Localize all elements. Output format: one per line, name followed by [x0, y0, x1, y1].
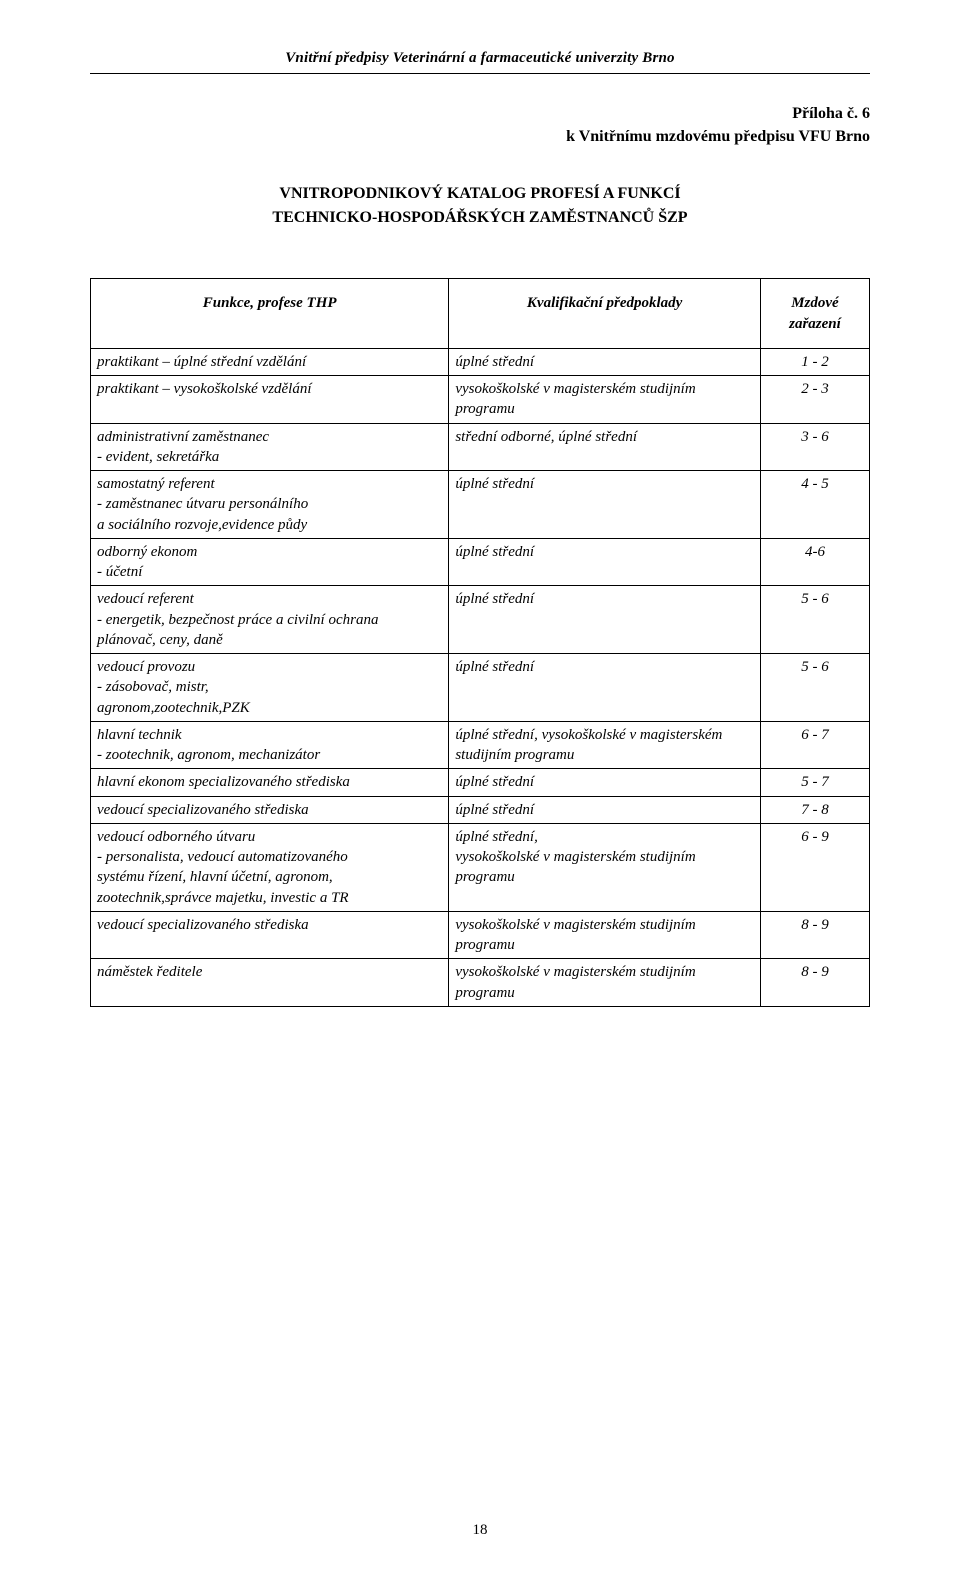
- cell-function: vedoucí specializovaného střediska: [91, 796, 449, 823]
- cell-function: hlavní technik - zootechnik, agronom, me…: [91, 721, 449, 769]
- cell-qualification: úplné střední: [449, 796, 761, 823]
- document-title: VNITROPODNIKOVÝ KATALOG PROFESÍ A FUNKCÍ…: [90, 182, 870, 230]
- annex-line-1: Příloha č. 6: [90, 102, 870, 125]
- table-row: vedoucí specializovaného střediskavysoko…: [91, 911, 870, 959]
- catalog-table: Funkce, profese THP Kvalifikační předpok…: [90, 278, 870, 1007]
- cell-qualification: vysokoškolské v magisterském studijním p…: [449, 376, 761, 424]
- cell-qualification: úplné střední: [449, 769, 761, 796]
- page: Vnitřní předpisy Veterinární a farmaceut…: [0, 0, 960, 1575]
- header-grade: Mzdové zařazení: [760, 279, 869, 349]
- cell-qualification: úplné střední: [449, 471, 761, 539]
- cell-grade: 4-6: [760, 538, 869, 586]
- cell-grade: 8 - 9: [760, 911, 869, 959]
- cell-qualification: úplné střední, vysokoškolské v magisters…: [449, 721, 761, 769]
- cell-function: vedoucí provozu - zásobovač, mistr, agro…: [91, 654, 449, 722]
- cell-qualification: úplné střední: [449, 538, 761, 586]
- cell-function: náměstek ředitele: [91, 959, 449, 1007]
- table-row: administrativní zaměstnanec - evident, s…: [91, 423, 870, 471]
- table-row: vedoucí provozu - zásobovač, mistr, agro…: [91, 654, 870, 722]
- table-row: náměstek ředitelevysokoškolské v magiste…: [91, 959, 870, 1007]
- document-title-line-2: TECHNICKO-HOSPODÁŘSKÝCH ZAMĚSTNANCŮ ŠZP: [90, 206, 870, 230]
- cell-grade: 1 - 2: [760, 348, 869, 375]
- cell-grade: 2 - 3: [760, 376, 869, 424]
- cell-function: vedoucí specializovaného střediska: [91, 911, 449, 959]
- cell-function: administrativní zaměstnanec - evident, s…: [91, 423, 449, 471]
- table-row: samostatný referent - zaměstnanec útvaru…: [91, 471, 870, 539]
- table-header-row: Funkce, profese THP Kvalifikační předpok…: [91, 279, 870, 349]
- cell-grade: 5 - 7: [760, 769, 869, 796]
- cell-function: odborný ekonom - účetní: [91, 538, 449, 586]
- table-row: praktikant – vysokoškolské vzdělánívysok…: [91, 376, 870, 424]
- header-function: Funkce, profese THP: [91, 279, 449, 349]
- cell-qualification: střední odborné, úplné střední: [449, 423, 761, 471]
- table-row: vedoucí odborného útvaru - personalista,…: [91, 823, 870, 911]
- cell-qualification: úplné střední: [449, 348, 761, 375]
- annex-block: Příloha č. 6 k Vnitřnímu mzdovému předpi…: [90, 102, 870, 148]
- annex-line-2: k Vnitřnímu mzdovému předpisu VFU Brno: [90, 125, 870, 148]
- cell-function: hlavní ekonom specializovaného střediska: [91, 769, 449, 796]
- cell-grade: 5 - 6: [760, 654, 869, 722]
- cell-qualification: vysokoškolské v magisterském studijním p…: [449, 911, 761, 959]
- cell-grade: 6 - 7: [760, 721, 869, 769]
- table-row: vedoucí specializovaného střediskaúplné …: [91, 796, 870, 823]
- table-row: odborný ekonom - účetníúplné střední4-6: [91, 538, 870, 586]
- cell-grade: 4 - 5: [760, 471, 869, 539]
- cell-function: samostatný referent - zaměstnanec útvaru…: [91, 471, 449, 539]
- cell-function: praktikant – úplné střední vzdělání: [91, 348, 449, 375]
- running-rule: [90, 73, 870, 74]
- document-title-line-1: VNITROPODNIKOVÝ KATALOG PROFESÍ A FUNKCÍ: [90, 182, 870, 206]
- cell-function: vedoucí referent - energetik, bezpečnost…: [91, 586, 449, 654]
- cell-qualification: úplné střední: [449, 654, 761, 722]
- cell-function: praktikant – vysokoškolské vzdělání: [91, 376, 449, 424]
- cell-grade: 5 - 6: [760, 586, 869, 654]
- cell-qualification: vysokoškolské v magisterském studijním p…: [449, 959, 761, 1007]
- table-row: vedoucí referent - energetik, bezpečnost…: [91, 586, 870, 654]
- cell-function: vedoucí odborného útvaru - personalista,…: [91, 823, 449, 911]
- running-head: Vnitřní předpisy Veterinární a farmaceut…: [90, 50, 870, 67]
- table-row: praktikant – úplné střední vzděláníúplné…: [91, 348, 870, 375]
- header-qualification: Kvalifikační předpoklady: [449, 279, 761, 349]
- page-number: 18: [0, 1522, 960, 1539]
- cell-qualification: úplné střední, vysokoškolské v magisters…: [449, 823, 761, 911]
- cell-grade: 7 - 8: [760, 796, 869, 823]
- table-row: hlavní ekonom specializovaného střediska…: [91, 769, 870, 796]
- cell-grade: 8 - 9: [760, 959, 869, 1007]
- cell-qualification: úplné střední: [449, 586, 761, 654]
- cell-grade: 6 - 9: [760, 823, 869, 911]
- table-row: hlavní technik - zootechnik, agronom, me…: [91, 721, 870, 769]
- cell-grade: 3 - 6: [760, 423, 869, 471]
